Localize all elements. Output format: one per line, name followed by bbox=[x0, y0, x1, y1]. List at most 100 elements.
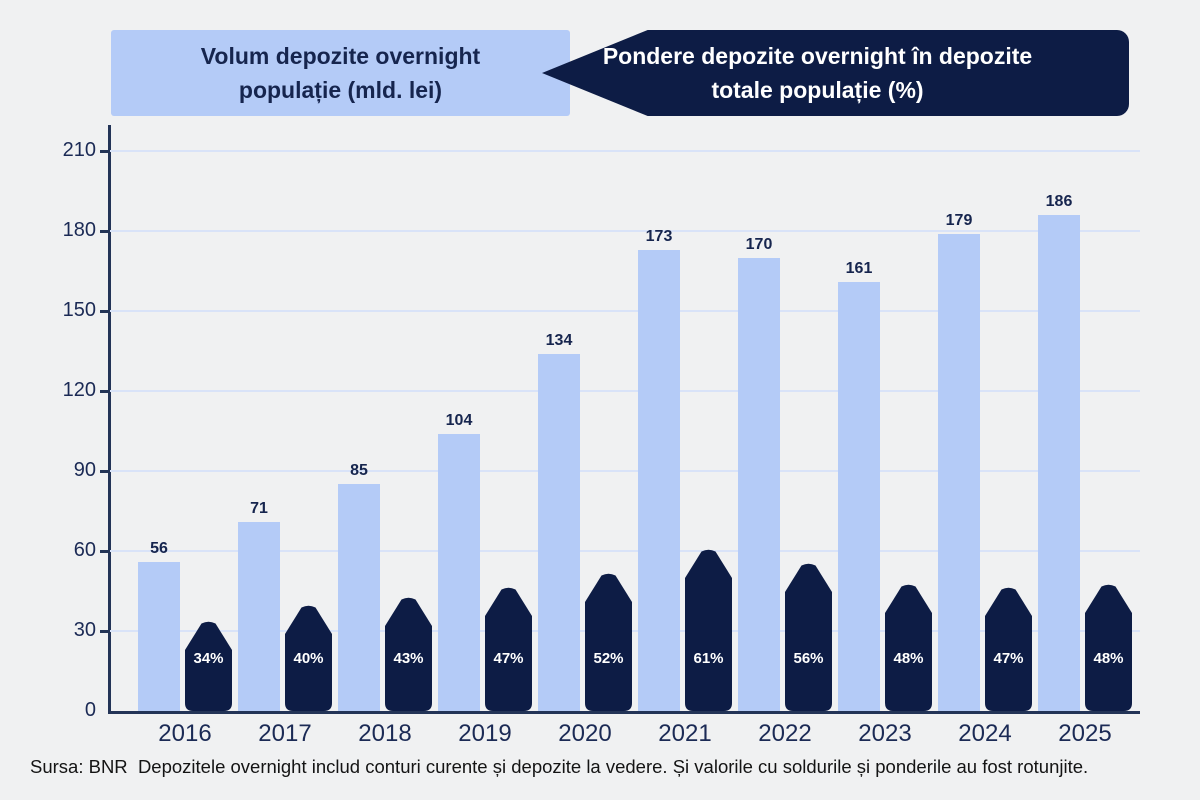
volume-value-label: 85 bbox=[350, 462, 368, 479]
y-tick-label: 210 bbox=[62, 139, 96, 161]
share-marker: 48% bbox=[885, 583, 932, 711]
legend-banner-volume: Volum depozite overnight populație (mld.… bbox=[111, 30, 570, 116]
share-marker-shape bbox=[485, 587, 532, 711]
share-value-label: 47% bbox=[993, 650, 1024, 667]
y-tick-60 bbox=[100, 549, 109, 553]
x-tick-label-2019: 2019 bbox=[458, 720, 512, 747]
gridline-90 bbox=[110, 470, 1140, 472]
share-marker-shape bbox=[1085, 584, 1132, 711]
share-value-label: 43% bbox=[393, 650, 424, 667]
bar-group: 186 48% bbox=[1038, 193, 1132, 711]
volume-value-label: 170 bbox=[745, 236, 773, 253]
share-marker-shape bbox=[685, 549, 732, 711]
y-tick-120 bbox=[100, 389, 109, 393]
legend-banner-share-line1: Pondere depozite overnight în depozite bbox=[602, 43, 1033, 69]
x-tick-label-2021: 2021 bbox=[658, 720, 712, 747]
share-marker-shape bbox=[585, 573, 632, 711]
legend-banner-volume-line1: Volum depozite overnight bbox=[200, 43, 481, 69]
gridline-180 bbox=[110, 230, 1140, 232]
volume-column: 85 bbox=[338, 462, 380, 711]
gridline-60 bbox=[110, 550, 1140, 552]
share-value-label: 48% bbox=[1093, 650, 1124, 667]
volume-bar bbox=[238, 522, 280, 711]
share-marker-shape bbox=[885, 584, 932, 711]
volume-value-label: 56 bbox=[150, 540, 168, 557]
gridline-150 bbox=[110, 310, 1140, 312]
y-tick-label: 120 bbox=[62, 379, 96, 401]
y-tick-label: 150 bbox=[62, 299, 96, 321]
volume-value-label: 104 bbox=[445, 412, 473, 429]
bar-group: 173 61% bbox=[638, 228, 732, 711]
volume-bar bbox=[838, 282, 880, 711]
share-value-label: 48% bbox=[893, 650, 924, 667]
bar-chart-plot-area: 0 30 60 90 120 150 180 210 56 34% 2016 71 40% 2017 85 4… bbox=[63, 125, 1140, 747]
share-marker: 47% bbox=[485, 586, 532, 711]
bar-group: 104 47% bbox=[438, 412, 532, 711]
share-value-label: 52% bbox=[593, 650, 624, 667]
bar-group: 179 47% bbox=[938, 212, 1032, 711]
share-value-label: 47% bbox=[493, 650, 524, 667]
volume-bar bbox=[938, 234, 980, 711]
volume-column: 56 bbox=[138, 540, 180, 711]
volume-bar bbox=[738, 258, 780, 711]
volume-column: 179 bbox=[938, 212, 980, 711]
share-marker-shape bbox=[185, 621, 232, 711]
bar-group: 56 34% bbox=[138, 540, 232, 711]
legend-banner-volume-line2: populație (mld. lei) bbox=[238, 77, 443, 103]
volume-bar bbox=[538, 354, 580, 711]
share-value-label: 40% bbox=[293, 650, 324, 667]
gridline-210 bbox=[110, 150, 1140, 152]
share-marker: 48% bbox=[1085, 583, 1132, 711]
x-tick-label-2016: 2016 bbox=[158, 720, 212, 747]
volume-column: 161 bbox=[838, 260, 880, 711]
x-tick-label-2023: 2023 bbox=[858, 720, 912, 747]
volume-bar bbox=[638, 250, 680, 711]
share-marker-shape bbox=[285, 605, 332, 711]
volume-column: 71 bbox=[238, 500, 280, 711]
volume-bar bbox=[438, 434, 480, 711]
volume-column: 173 bbox=[638, 228, 680, 711]
volume-column: 104 bbox=[438, 412, 480, 711]
share-marker: 43% bbox=[385, 596, 432, 711]
x-axis-line bbox=[108, 711, 1140, 714]
y-axis-line bbox=[108, 125, 111, 711]
bar-group: 170 56% bbox=[738, 236, 832, 711]
volume-bar bbox=[138, 562, 180, 711]
legend-banner-share: Pondere depozite overnight în depozite t… bbox=[542, 30, 1129, 116]
volume-bar bbox=[338, 484, 380, 711]
x-tick-label-2018: 2018 bbox=[358, 720, 412, 747]
volume-bar bbox=[1038, 215, 1080, 711]
bar-group: 71 40% bbox=[238, 500, 332, 711]
bar-group: 161 48% bbox=[838, 260, 932, 711]
y-tick-90 bbox=[100, 469, 109, 473]
bar-group: 134 52% bbox=[538, 332, 632, 711]
gridline-120 bbox=[110, 390, 1140, 392]
y-tick-180 bbox=[100, 229, 109, 233]
x-tick-label-2020: 2020 bbox=[558, 720, 612, 747]
y-tick-30 bbox=[100, 629, 109, 633]
volume-value-label: 186 bbox=[1045, 193, 1073, 210]
volume-value-label: 134 bbox=[545, 332, 573, 349]
share-marker: 52% bbox=[585, 572, 632, 711]
y-tick-label: 30 bbox=[73, 619, 96, 641]
share-value-label: 61% bbox=[693, 650, 724, 667]
share-marker: 61% bbox=[685, 548, 732, 711]
x-tick-label-2022: 2022 bbox=[758, 720, 812, 747]
share-marker-shape bbox=[785, 563, 832, 711]
volume-value-label: 173 bbox=[645, 228, 673, 245]
y-tick-label: 90 bbox=[73, 459, 96, 481]
share-marker-shape bbox=[385, 597, 432, 711]
volume-value-label: 161 bbox=[845, 260, 873, 277]
share-marker: 34% bbox=[185, 620, 232, 711]
share-value-label: 56% bbox=[793, 650, 824, 667]
volume-value-label: 179 bbox=[945, 212, 973, 229]
volume-column: 170 bbox=[738, 236, 780, 711]
share-marker: 47% bbox=[985, 586, 1032, 711]
y-tick-210 bbox=[100, 149, 109, 153]
y-tick-label: 0 bbox=[84, 699, 96, 721]
bar-group: 85 43% bbox=[338, 462, 432, 711]
share-marker-shape bbox=[985, 587, 1032, 711]
x-tick-label-2025: 2025 bbox=[1058, 720, 1112, 747]
source-note: Sursa: BNR Depozitele overnight includ c… bbox=[30, 756, 1089, 777]
x-tick-label-2024: 2024 bbox=[958, 720, 1012, 747]
